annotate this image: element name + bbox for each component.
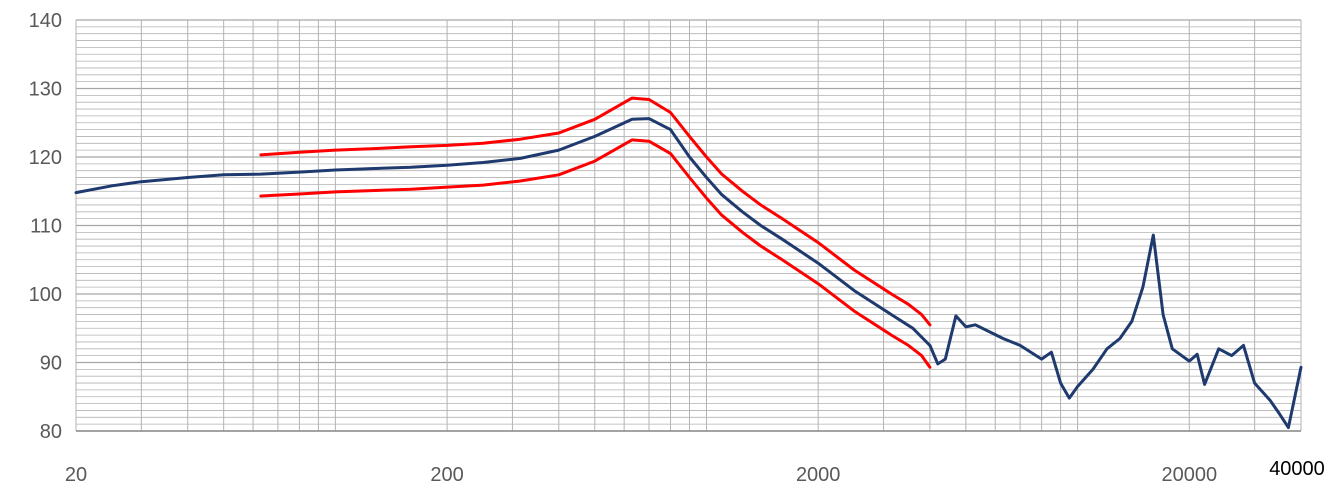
plot-grid: [76, 20, 1301, 431]
x-tick-label: 200: [430, 464, 463, 486]
plot-series: [76, 98, 1301, 428]
x-tick-label: 20000: [1161, 464, 1217, 486]
y-tick-label: 110: [30, 216, 62, 238]
x-tick-label: 40000: [1269, 458, 1325, 480]
x-tick-label: 20: [65, 464, 87, 486]
y-tick-label: 120: [29, 147, 62, 169]
y-tick-label: 80: [40, 421, 62, 443]
series-line-lower: [261, 140, 930, 367]
y-tick-label: 90: [40, 353, 62, 375]
y-tick-label: 100: [29, 284, 62, 306]
x-tick-label: 2000: [796, 464, 841, 486]
y-tick-label: 130: [29, 79, 62, 101]
y-tick-label: 140: [29, 10, 62, 32]
